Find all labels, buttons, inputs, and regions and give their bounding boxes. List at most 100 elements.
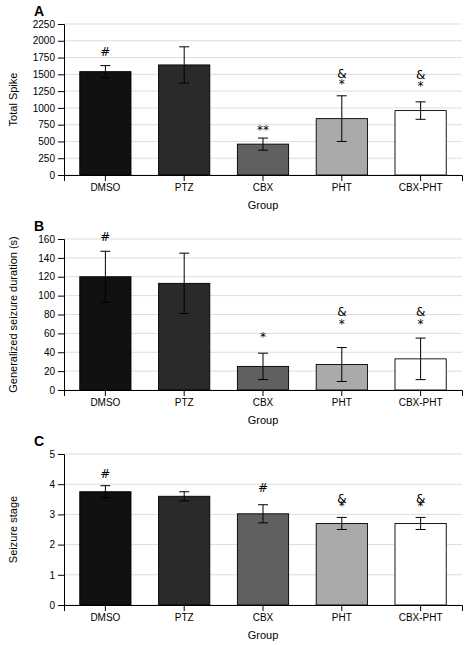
x-tick-label: CBX: [253, 182, 274, 193]
x-tick: PHT: [332, 175, 352, 193]
x-tick: DMSO: [90, 175, 120, 193]
panel: 0250500750100012501500175020002250DMSOPT…: [33, 19, 463, 211]
y-tick-mark: [58, 454, 64, 455]
y-tick: 4: [49, 479, 64, 490]
y-tick-mark: [58, 277, 64, 278]
y-axis-title: Seizure stage: [7, 496, 19, 563]
x-tick: CBX: [253, 175, 274, 193]
error-bar-cap: [337, 95, 347, 96]
x-tick: DMSO: [90, 390, 120, 408]
bar: [80, 492, 131, 605]
annotations: ##&*&*: [100, 467, 425, 513]
x-tick-label: PHT: [332, 182, 352, 193]
figure: 0250500750100012501500175020002250DMSOPT…: [0, 0, 474, 645]
panel: 020406080100120140160DMSOPTZCBXPHTCBX-PH…: [38, 230, 462, 426]
x-tick-mark: [184, 605, 185, 611]
x-tick-mark: [263, 175, 264, 181]
x-tick-mark: [105, 390, 106, 396]
error-bar-cap: [258, 138, 268, 139]
y-tick-label: 250: [38, 153, 55, 164]
annotation: *: [339, 499, 345, 513]
error-bar-cap: [337, 347, 347, 348]
y-tick: 1: [49, 570, 64, 581]
y-tick-label: 80: [44, 309, 56, 320]
y-tick-label: 3: [49, 509, 55, 520]
y-axis-title: Total Spike: [7, 73, 19, 127]
y-tick: 3: [49, 509, 64, 520]
x-axis: DMSOPTZCBXPHTCBX-PHT: [65, 175, 463, 193]
annotation: #: [258, 481, 268, 495]
x-tick: PTZ: [175, 390, 194, 408]
x-tick-label: CBX-PHT: [399, 612, 443, 623]
y-tick: 5: [49, 449, 64, 460]
y-tick: 2: [49, 539, 64, 550]
annotation: *: [418, 499, 424, 513]
error-bar-stem: [341, 96, 342, 142]
error-bar-cap: [100, 77, 110, 78]
error-bar-cap: [416, 517, 426, 518]
error-bar-cap: [179, 83, 189, 84]
error-bar-stem: [184, 47, 185, 83]
y-tick-label: 2250: [33, 19, 56, 30]
x-tick-mark: [341, 605, 342, 611]
bar: [316, 523, 367, 605]
bar: [395, 523, 446, 605]
error-bar-cap: [179, 313, 189, 314]
x-tick-label: PTZ: [175, 397, 194, 408]
grid-line: [64, 454, 462, 455]
error-bar: [416, 102, 426, 119]
error-bar-cap: [179, 253, 189, 254]
error-bar-cap: [337, 517, 347, 518]
y-tick-mark: [58, 158, 64, 159]
error-bar: [258, 505, 268, 523]
grid-line: [64, 257, 462, 258]
x-tick-mark: [341, 390, 342, 396]
annotation: *: [418, 79, 424, 93]
annotation: **: [257, 123, 269, 137]
grid-line: [64, 24, 462, 25]
bar: [237, 514, 288, 605]
x-tick: PTZ: [175, 605, 194, 623]
y-tick: 140: [38, 253, 64, 264]
y-tick-mark: [58, 125, 64, 126]
y-tick-mark: [58, 141, 64, 142]
x-tick-mark: [105, 175, 106, 181]
y-tick-label: 0: [49, 600, 55, 611]
error-bar-stem: [420, 338, 421, 380]
y-tick: 750: [38, 119, 64, 130]
y-tick: 0: [49, 385, 64, 396]
error-bar: [258, 353, 268, 379]
y-tick-label: 0: [49, 170, 55, 181]
y-tick-mark: [58, 296, 64, 297]
y-tick: 40: [44, 347, 64, 358]
y-tick-mark: [58, 74, 64, 75]
y-tick-mark: [58, 575, 64, 576]
error-bar-cap: [100, 302, 110, 303]
error-bar-cap: [258, 150, 268, 151]
bar: [159, 496, 210, 605]
error-bar-stem: [420, 517, 421, 529]
y-tick-mark: [58, 514, 64, 515]
annotation: #: [100, 467, 110, 481]
y-tick-label: 1000: [33, 103, 56, 114]
y-tick-label: 40: [44, 347, 56, 358]
grid: [64, 239, 462, 390]
error-bar: [337, 348, 347, 382]
x-tick: CBX-PHT: [399, 175, 443, 193]
y-tick-mark: [58, 484, 64, 485]
error-bar: [100, 486, 110, 498]
x-tick: CBX-PHT: [399, 605, 443, 623]
error-bar-cap: [179, 491, 189, 492]
error-bar: [416, 338, 426, 380]
error-bar-cap: [100, 65, 110, 66]
grid: [64, 24, 462, 175]
bar: [395, 111, 446, 175]
error-bar-stem: [420, 102, 421, 119]
marks: [80, 251, 446, 390]
grid-line: [64, 40, 462, 41]
x-tick-label: DMSO: [90, 182, 120, 193]
x-tick-mark: [184, 390, 185, 396]
y-tick-label: 1: [49, 570, 55, 581]
marks: [80, 486, 446, 605]
y-tick-label: 1750: [33, 52, 56, 63]
